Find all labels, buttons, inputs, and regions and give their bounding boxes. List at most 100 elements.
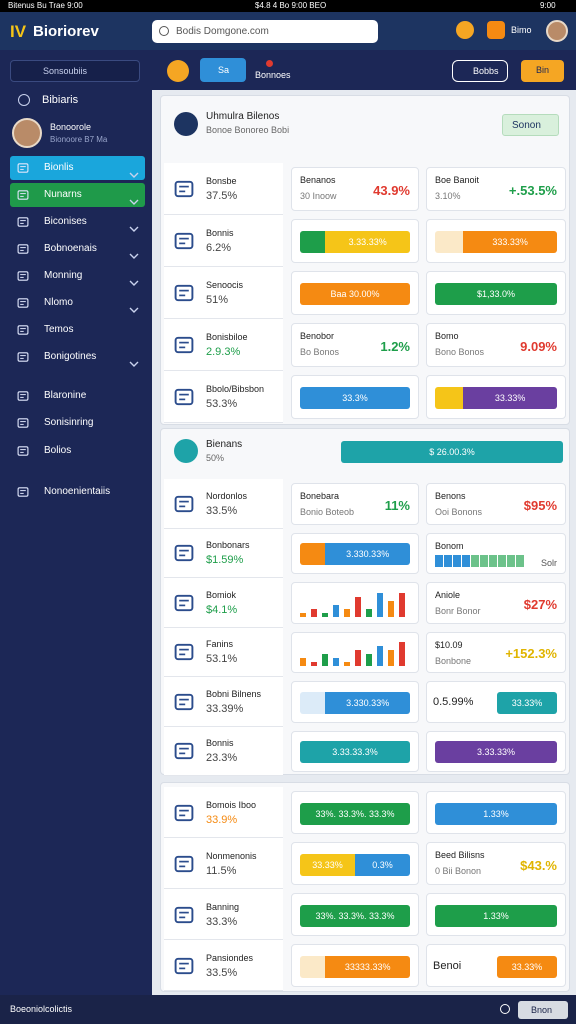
mini-bar [489,555,497,567]
cell-card: $10.09 Bonbone +152.3% [426,631,566,673]
cell-card: 0.5.99% 33.33% [426,681,566,723]
mini-bar [388,600,394,617]
accent-button[interactable]: Bin [521,60,564,82]
chevron [129,165,139,178]
cell-value: $27% [523,596,557,612]
left-cell: Fanins 53.1% [164,627,283,677]
mini-bar [507,555,515,567]
left-label: Pansiondes [206,952,254,963]
chevron [129,300,139,313]
bar-pill: 3.330.33% [300,543,410,566]
chevron-glyph [129,226,139,232]
left-label: Banning [206,901,240,912]
cell-title: Boe Banoit [435,175,480,185]
mini-bar [355,596,361,617]
mini-bar [322,612,328,617]
nav-item[interactable]: Sonisinring [10,411,145,435]
nav-item[interactable]: Bonigotines [10,345,145,369]
bar-label: 33333.33% [344,961,391,972]
icon [172,385,196,409]
left-cell: Bomois Iboo 33.9% [164,787,283,838]
panel: Bienans 50% $ 26.00.3% Nordonlos 33.5% Boneba… [160,428,570,776]
icon-glyph [17,446,29,456]
nav-item[interactable]: Monning [10,264,145,288]
icon-glyph [17,298,29,308]
bar-segment: 33.3% [300,387,410,409]
cell-title: Bomo [435,331,459,341]
bar-label: 333.33% [492,237,528,247]
bar-segment: 3.330.33% [325,543,410,566]
bar-pill: 33%. 33.3%. 33.3% [300,802,410,825]
left-cell: Bbolo/Bibsbon 53.3% [164,371,283,423]
cell-card [291,582,419,624]
bar-pill: 33.33% [497,955,557,978]
mini-bar [366,608,372,617]
bar-label: 33.33% [312,859,343,870]
mini-bar [344,662,350,666]
cell-title: Aniole [435,590,461,600]
mini-bar [355,650,361,666]
nav-item[interactable]: Nonoenientaiis [10,480,145,504]
bar-label: 3.33.33% [476,747,516,758]
bar-pill: 3.330.33% [300,691,410,714]
nav-item[interactable]: Bolios [10,439,145,463]
nav-label: Monning [44,270,83,281]
bar-label: 3.330.33% [346,697,390,708]
icon-glyph [17,487,29,497]
cell-sub: Bonbone [435,655,472,666]
bar-segment: $1,33.0% [435,283,557,305]
search-box[interactable]: Bodis Domgone.com [152,20,378,43]
panel-subtitle: 50% [206,453,225,463]
cell-value: +.53.5% [508,183,557,198]
icon [172,229,196,253]
cell-card: Bonebara Bonio Boteob 11% [291,483,419,525]
icon-glyph [17,190,29,200]
icon [16,485,30,499]
sidebar-search[interactable]: Sonsoubiis [10,60,140,82]
left-cell: Bomiok $4.1% [164,578,283,628]
bar-pill: 1.33% [435,802,557,825]
primary-button-text: Sa [218,65,230,75]
icon [172,852,196,876]
left-cell: Bonisbiloe 2.9.3% [164,319,283,371]
panel-button-text: Sonon [512,120,541,131]
mini-bar [462,555,470,567]
cell-card: Beed Bilisns 0 Bii Bonon $43.% [426,842,566,885]
left-value: 33.5% [206,966,238,979]
cell-sub: Ooi Bonons [435,507,483,517]
chevron-glyph [129,280,139,286]
left-label: Bonbonars [206,540,250,551]
cell-title: Bonom [435,540,464,551]
footer [0,995,576,1024]
outline-button[interactable]: Bobbs [452,60,508,82]
cell-sub: Bonio Boteob [300,507,355,517]
nav-item[interactable]: Biconises [10,210,145,234]
left-cell: Bonbonars $1.59% [164,528,283,578]
nav-item[interactable]: Bionlis [10,156,145,180]
footer-button[interactable]: Bnon [518,1001,568,1019]
bar-segment: 33.33% [300,853,355,876]
nav-label: Bonigotines [44,351,97,362]
cell-card: 3.33.33% [426,730,566,772]
left-value: 11.5% [206,864,237,877]
nav-item[interactable]: Bobnoenais [10,237,145,261]
bar-segment [435,231,464,253]
icon-glyph [174,336,194,354]
cell-title: 0.5.99% [433,695,474,708]
nav-item[interactable]: Nlomo [10,291,145,315]
nav-item[interactable]: Nunarns [10,183,145,207]
icon-glyph [174,284,194,302]
profile-name: Bonoorole [50,122,92,132]
nav-item[interactable]: Blaronine [10,384,145,408]
panel-button[interactable]: Sonon [502,114,559,136]
primary-button[interactable]: Sa [200,58,246,82]
toolbar-label: Bonnoes [255,70,291,80]
cell-card [291,631,419,673]
nav-item[interactable]: Temos [10,318,145,342]
status-left: Bitenus Bu Trae 9:00 [8,1,83,10]
cell-card: 33.33% [426,375,566,419]
bar-label: 33.33% [494,393,526,403]
bar-pill: 33333.33% [300,955,410,978]
status-bar [0,0,576,12]
mini-bar [377,592,383,617]
